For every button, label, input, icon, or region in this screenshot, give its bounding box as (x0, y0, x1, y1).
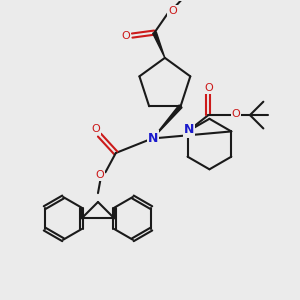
Text: O: O (121, 31, 130, 40)
Text: O: O (92, 124, 100, 134)
Text: N: N (148, 132, 158, 145)
Text: O: O (169, 6, 177, 16)
Text: N: N (184, 123, 194, 136)
Text: O: O (232, 109, 240, 118)
Polygon shape (153, 32, 165, 58)
Text: O: O (95, 170, 104, 180)
Polygon shape (153, 105, 182, 138)
Text: O: O (204, 83, 213, 93)
